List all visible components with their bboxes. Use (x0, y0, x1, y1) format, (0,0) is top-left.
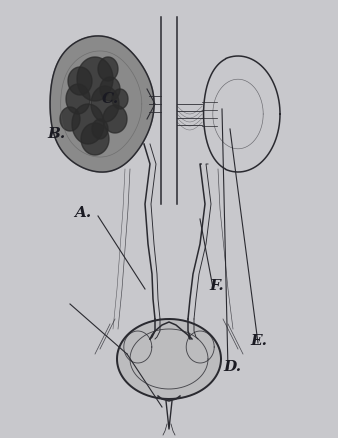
Polygon shape (117, 319, 221, 399)
Text: F.: F. (210, 278, 224, 292)
Text: E.: E. (250, 333, 267, 347)
Polygon shape (92, 120, 108, 140)
Text: D.: D. (223, 359, 241, 373)
Text: C.: C. (101, 92, 119, 106)
Polygon shape (112, 90, 128, 110)
Polygon shape (66, 85, 90, 115)
Polygon shape (60, 108, 80, 132)
Polygon shape (68, 68, 92, 96)
Text: B.: B. (47, 127, 66, 141)
Polygon shape (50, 37, 154, 173)
Polygon shape (91, 87, 119, 123)
Polygon shape (100, 78, 120, 102)
Polygon shape (81, 124, 109, 155)
Polygon shape (72, 105, 104, 145)
Polygon shape (98, 58, 118, 82)
Polygon shape (103, 106, 127, 134)
Polygon shape (77, 58, 113, 102)
Text: A.: A. (74, 206, 92, 220)
